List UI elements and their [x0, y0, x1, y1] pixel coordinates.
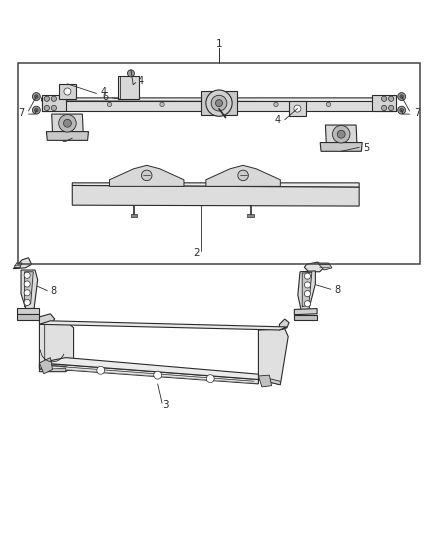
Polygon shape: [294, 314, 317, 320]
Polygon shape: [318, 263, 332, 270]
Circle shape: [398, 93, 406, 101]
Circle shape: [332, 125, 350, 143]
Circle shape: [400, 95, 403, 98]
Polygon shape: [39, 363, 258, 384]
Polygon shape: [302, 272, 312, 307]
Circle shape: [64, 88, 71, 95]
Circle shape: [206, 90, 232, 116]
Circle shape: [24, 300, 30, 305]
Circle shape: [24, 281, 30, 287]
Text: 3: 3: [162, 400, 169, 410]
Polygon shape: [46, 132, 88, 140]
Text: 1: 1: [215, 39, 223, 49]
Circle shape: [215, 100, 223, 107]
Circle shape: [160, 102, 164, 107]
Polygon shape: [42, 95, 66, 111]
Polygon shape: [298, 271, 315, 311]
Circle shape: [35, 95, 38, 98]
Text: 5: 5: [62, 134, 68, 144]
Text: 7: 7: [18, 108, 24, 118]
Text: 8: 8: [334, 285, 340, 295]
Polygon shape: [289, 101, 306, 116]
Polygon shape: [39, 322, 74, 372]
Circle shape: [400, 108, 403, 112]
Circle shape: [24, 272, 30, 278]
Circle shape: [238, 170, 248, 181]
Text: 4: 4: [274, 115, 280, 125]
Text: 7: 7: [414, 108, 420, 118]
Circle shape: [44, 96, 49, 101]
Polygon shape: [17, 308, 39, 314]
Text: 2: 2: [193, 248, 200, 259]
Polygon shape: [258, 376, 280, 385]
Circle shape: [211, 95, 227, 111]
Polygon shape: [258, 375, 272, 387]
Circle shape: [32, 93, 40, 101]
Polygon shape: [72, 183, 359, 187]
Polygon shape: [206, 165, 280, 187]
Circle shape: [107, 102, 112, 107]
Text: 6: 6: [102, 92, 109, 102]
Circle shape: [389, 96, 394, 101]
Polygon shape: [372, 95, 396, 111]
Circle shape: [97, 366, 105, 374]
Polygon shape: [25, 272, 33, 307]
Circle shape: [304, 273, 311, 279]
Circle shape: [381, 96, 387, 101]
Polygon shape: [279, 319, 289, 330]
Text: 5: 5: [364, 143, 370, 154]
Circle shape: [304, 301, 311, 307]
Circle shape: [59, 115, 76, 132]
Polygon shape: [59, 84, 76, 99]
Polygon shape: [131, 214, 137, 216]
Circle shape: [337, 130, 345, 138]
Circle shape: [304, 290, 311, 297]
Polygon shape: [42, 98, 396, 102]
Circle shape: [304, 282, 311, 288]
Polygon shape: [39, 358, 53, 374]
Polygon shape: [39, 368, 66, 372]
Circle shape: [24, 290, 30, 296]
Polygon shape: [201, 91, 237, 115]
Polygon shape: [110, 165, 184, 187]
Circle shape: [398, 106, 406, 114]
Polygon shape: [52, 114, 83, 133]
Circle shape: [154, 371, 162, 379]
Polygon shape: [14, 263, 22, 268]
Polygon shape: [258, 329, 288, 385]
Circle shape: [51, 106, 57, 110]
Polygon shape: [17, 314, 39, 320]
Text: 4: 4: [101, 87, 107, 97]
Polygon shape: [294, 309, 317, 314]
Polygon shape: [304, 262, 324, 272]
Circle shape: [274, 102, 278, 107]
Polygon shape: [13, 258, 32, 269]
Polygon shape: [39, 321, 287, 330]
Circle shape: [51, 96, 57, 101]
Text: 4: 4: [138, 76, 144, 86]
Circle shape: [294, 105, 301, 112]
Text: 8: 8: [50, 286, 57, 296]
Polygon shape: [118, 76, 139, 99]
Polygon shape: [247, 214, 254, 216]
Polygon shape: [325, 125, 357, 144]
Polygon shape: [72, 185, 359, 206]
Polygon shape: [39, 314, 55, 324]
Circle shape: [389, 106, 394, 110]
Bar: [18, 63, 420, 264]
Polygon shape: [320, 142, 362, 151]
Circle shape: [44, 106, 49, 110]
Circle shape: [206, 375, 214, 383]
Polygon shape: [39, 358, 269, 379]
Polygon shape: [21, 270, 38, 310]
Circle shape: [64, 119, 71, 127]
Polygon shape: [42, 101, 396, 111]
Circle shape: [326, 102, 331, 107]
Circle shape: [35, 108, 38, 112]
Circle shape: [127, 70, 134, 77]
Circle shape: [32, 106, 40, 114]
Circle shape: [141, 170, 152, 181]
Circle shape: [381, 106, 387, 110]
